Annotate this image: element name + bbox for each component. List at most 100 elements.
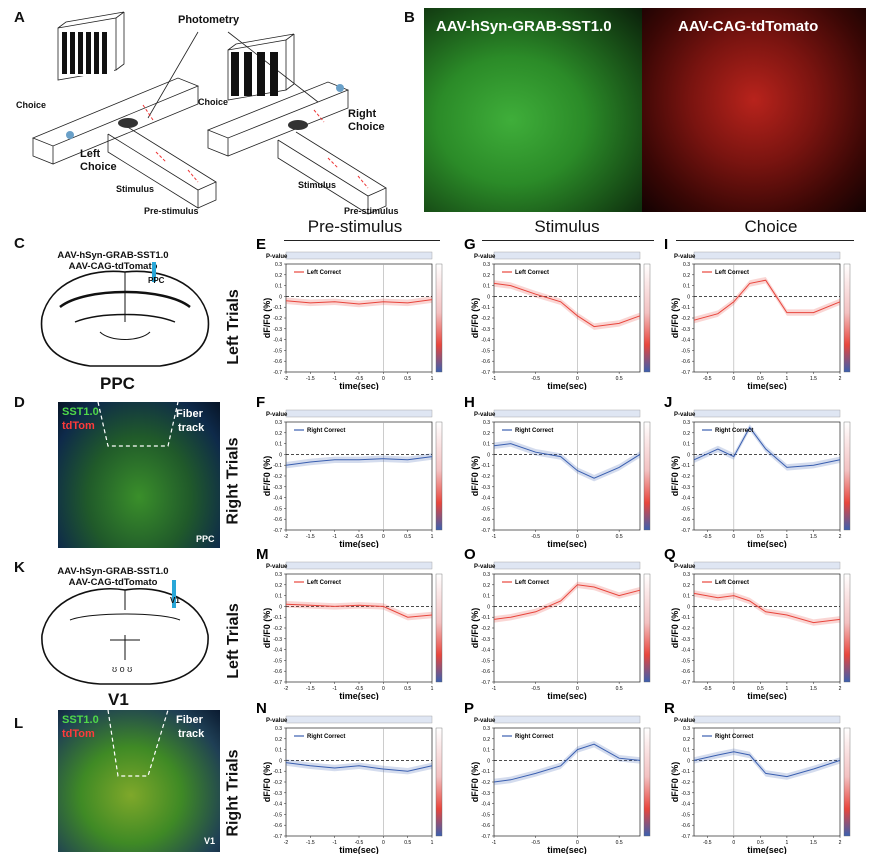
colorbar <box>843 727 851 837</box>
chart-p: PP-value 0.3 0.2 0.1 0 -0.1 -0.2 -0.3 -0.4 -0.5 -0… <box>464 700 651 854</box>
pvalue-strip <box>693 251 841 260</box>
y-tick-label: -0.3 <box>481 485 490 491</box>
red-channel-label: AAV-CAG-tdTomato <box>678 18 819 35</box>
plot-frame <box>493 263 641 373</box>
y-tick-label: -0.7 <box>681 680 690 686</box>
y-tick-label: -0.6 <box>681 359 690 365</box>
y-tick-label: -0.6 <box>681 517 690 523</box>
y-tick-label: -0.5 <box>481 348 490 354</box>
y-tick-label: 0.2 <box>683 431 690 437</box>
panel-letter-d: D <box>14 394 25 411</box>
y-tick-label: 0 <box>487 452 490 458</box>
panel-letter: P <box>464 700 474 717</box>
y-axis-label: dF/F0 (%) <box>470 298 480 339</box>
plot-frame <box>493 421 641 531</box>
colorbar <box>643 727 651 837</box>
plot-frame <box>493 573 641 683</box>
y-tick-label: -0.1 <box>681 769 690 775</box>
pvalue-label: P-value <box>266 254 288 260</box>
x-axis-label: time(sec) <box>747 845 787 854</box>
legend-label: Right Correct <box>715 428 753 434</box>
x-tick-label: -1 <box>332 534 337 540</box>
pvalue-strip <box>285 715 433 724</box>
pre-stimulus-label: Pre-stimulus <box>144 206 199 216</box>
column-header-stimulus: Stimulus <box>534 217 600 236</box>
y-tick-label: 0 <box>279 758 282 764</box>
y-tick-label: 0.1 <box>683 284 690 290</box>
y-axis-label: dF/F0 (%) <box>670 298 680 339</box>
y-tick-label: -0.5 <box>481 658 490 664</box>
y-tick-label: 0.2 <box>483 737 490 743</box>
virus-line-1: AAV-hSyn-GRAB-SST1.0 <box>57 250 169 261</box>
fiber-icon <box>172 580 176 608</box>
y-tick-label: 0.3 <box>483 262 490 268</box>
pvalue-label: P-value <box>474 564 496 570</box>
pvalue-label: P-value <box>474 254 496 260</box>
sem-band <box>694 748 840 780</box>
pvalue-label: P-value <box>474 412 496 418</box>
x-tick-label: -2 <box>284 534 289 540</box>
x-tick-label: 1.5 <box>810 840 817 846</box>
y-tick-label: 0 <box>687 294 690 300</box>
y-tick-label: 0.2 <box>483 273 490 279</box>
y-tick-label: 0.2 <box>483 583 490 589</box>
y-tick-label: -0.1 <box>481 769 490 775</box>
virus-line-1: AAV-hSyn-GRAB-SST1.0 <box>57 566 169 577</box>
x-tick-label: -1.5 <box>306 376 315 382</box>
pvalue-strip <box>285 251 433 260</box>
x-tick-label: 0 <box>576 840 579 846</box>
x-tick-label: -0.5 <box>703 534 712 540</box>
y-tick-label: -0.4 <box>681 648 690 654</box>
mean-trace <box>493 443 641 479</box>
plot-frame <box>693 727 841 837</box>
y-tick-label: -0.4 <box>273 496 282 502</box>
colorbar <box>435 421 443 531</box>
pvalue-strip <box>493 715 641 724</box>
y-axis-label: dF/F0 (%) <box>470 456 480 497</box>
y-tick-label: 0.2 <box>275 583 282 589</box>
y-tick-label: -0.2 <box>273 626 282 632</box>
mean-trace <box>285 456 433 466</box>
x-tick-label: -0.5 <box>355 686 364 692</box>
y-tick-label: -0.5 <box>681 812 690 818</box>
x-tick-label: -2 <box>284 840 289 846</box>
ppc-small-label: PPC <box>148 276 165 285</box>
panel-letter: O <box>464 546 476 563</box>
injection-text-c: AAV-hSyn-GRAB-SST1.0 AAV-CAG-tdTomato <box>38 250 188 272</box>
x-tick-label: -1 <box>492 534 497 540</box>
panel-letter-c: C <box>14 235 25 252</box>
y-tick-label: -0.2 <box>481 316 490 322</box>
x-tick-label: 0.5 <box>404 534 411 540</box>
mouse-icon <box>118 118 138 128</box>
y-tick-label: 0.1 <box>275 748 282 754</box>
x-tick-label: -1.5 <box>306 686 315 692</box>
x-tick-label: 1 <box>431 534 434 540</box>
y-tick-label: 0.3 <box>275 726 282 732</box>
maze-schematic <box>31 11 387 215</box>
x-tick-label: -1.5 <box>306 534 315 540</box>
y-tick-label: -0.2 <box>681 316 690 322</box>
y-tick-label: 0.1 <box>275 442 282 448</box>
y-tick-label: -0.3 <box>481 637 490 643</box>
panel-letter-a: A <box>14 9 25 26</box>
colorbar <box>435 727 443 837</box>
y-tick-label: -0.4 <box>681 496 690 502</box>
y-tick-label: -0.3 <box>481 327 490 333</box>
pvalue-strip <box>493 251 641 260</box>
panel-letter: J <box>664 394 672 411</box>
y-tick-label: 0 <box>687 604 690 610</box>
y-tick-label: -0.5 <box>273 506 282 512</box>
svg-text:ʊ o ʊ: ʊ o ʊ <box>112 664 132 674</box>
pvalue-strip <box>493 561 641 570</box>
y-axis-label: dF/F0 (%) <box>262 456 272 497</box>
fiber-track-outline <box>97 402 179 447</box>
y-tick-label: -0.3 <box>681 791 690 797</box>
y-tick-label: 0.2 <box>683 737 690 743</box>
y-tick-label: 0.3 <box>683 420 690 426</box>
panel-letter: F <box>256 394 265 411</box>
x-tick-label: 0 <box>732 686 735 692</box>
x-tick-label: 2 <box>839 840 842 846</box>
y-tick-label: 0.1 <box>483 594 490 600</box>
x-tick-label: 1 <box>431 376 434 382</box>
sem-band <box>286 759 432 775</box>
